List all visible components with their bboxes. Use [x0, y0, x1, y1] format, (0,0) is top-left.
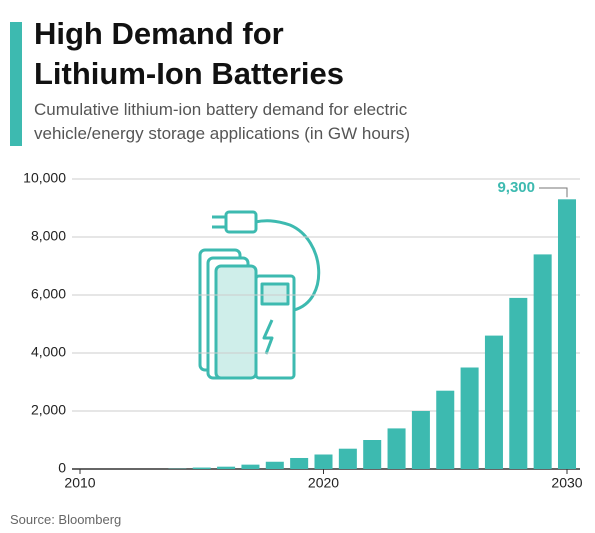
- y-tick-label: 6,000: [31, 286, 66, 302]
- x-tick-label: 2010: [64, 475, 95, 491]
- chart-title: High Demand for Lithium-Ion Batteries: [34, 16, 345, 91]
- bar: [509, 297, 528, 469]
- y-tick-label: 4,000: [31, 344, 66, 360]
- bar: [436, 390, 455, 469]
- bar: [363, 440, 382, 469]
- bar: [484, 335, 503, 469]
- bar: [314, 454, 333, 469]
- source: Source: Bloomberg: [10, 512, 122, 527]
- bar: [290, 457, 309, 469]
- chart-subtitle: Cumulative lithium-ion battery demand fo…: [34, 100, 411, 143]
- bar: [192, 467, 211, 469]
- bar: [338, 448, 357, 469]
- y-tick-label: 8,000: [31, 228, 66, 244]
- annotation-line: [539, 187, 568, 198]
- x-tick-label: 2030: [551, 475, 582, 491]
- bar: [533, 254, 552, 469]
- value-label: 9,300: [497, 179, 535, 196]
- bar: [411, 411, 430, 469]
- bar: [217, 466, 236, 469]
- bar: [241, 464, 260, 469]
- y-tick-label: 10,000: [23, 170, 66, 186]
- bar: [557, 199, 577, 470]
- bar: [265, 461, 284, 469]
- y-tick-label: 0: [58, 460, 66, 476]
- title-accent: [10, 22, 22, 146]
- bar: [460, 367, 479, 469]
- y-tick-label: 2,000: [31, 402, 66, 418]
- x-tick-label: 2020: [308, 475, 339, 491]
- bar: [387, 428, 406, 469]
